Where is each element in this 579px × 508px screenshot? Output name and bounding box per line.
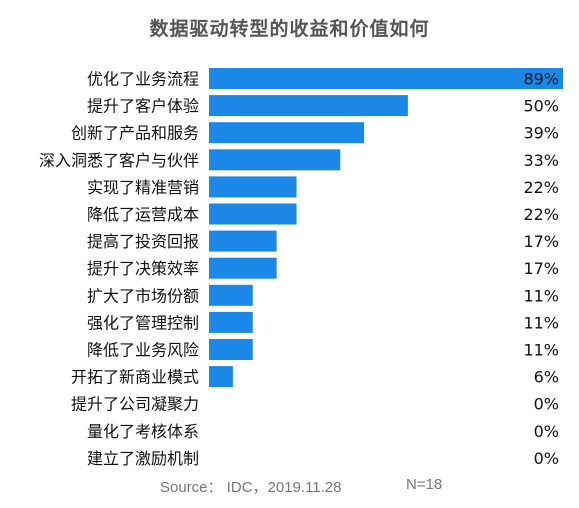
value-label: 11% [523,313,559,332]
value-label: 6% [534,368,559,387]
bar [209,68,563,89]
source-text: Source： IDC，2019.11.28 [160,479,342,496]
bar [209,230,277,252]
category-label: 量化了考核体系 [87,422,199,441]
value-label: 0% [534,422,559,441]
bar [209,95,408,117]
category-label: 降低了运营成本 [87,205,199,224]
category-label: 扩大了市场份额 [87,286,199,305]
value-label: 33% [523,151,559,170]
value-label: 17% [523,259,559,278]
bar [209,149,341,171]
value-label: 0% [534,395,559,414]
category-label: 提高了投资回报 [87,232,199,251]
value-label: 89% [523,70,559,89]
category-label: 强化了管理控制 [87,313,199,332]
category-label: 提升了公司凝聚力 [71,395,199,414]
category-label: 创新了产品和服务 [71,124,199,143]
bar [209,176,297,198]
value-labels: 89% 50% 39% 33% 22% 22% 17% 17% 11% 11% 11% 6% 0% 0% 0… [523,70,559,468]
value-label: 22% [523,205,559,224]
category-label: 建立了激励机制 [87,449,199,468]
bar [209,366,233,388]
bar [209,257,277,279]
bar [209,311,253,333]
category-label: 开拓了新商业模式 [71,368,199,387]
bar [209,122,365,144]
value-label: 50% [523,97,559,116]
category-label: 优化了业务流程 [87,70,199,89]
category-label: 降低了业务风险 [87,341,199,360]
category-label: 实现了精准营销 [87,178,199,197]
category-label: 提升了决策效率 [87,259,199,278]
value-label: 17% [523,232,559,251]
bar [209,284,253,306]
category-label: 深入洞悉了客户与伙伴 [39,151,199,170]
value-label: 39% [523,124,559,143]
category-label: 提升了客户体验 [87,97,199,116]
chart-title: 数据驱动转型的收益和价值如何 [149,18,430,40]
value-label: 0% [534,449,559,468]
bar [209,203,297,225]
value-label: 11% [523,341,559,360]
bar [209,339,253,360]
sample-size: N=18 [406,476,443,493]
value-label: 11% [523,286,559,305]
value-label: 22% [523,178,559,197]
category-labels: 优化了业务流程提升了客户体验创新了产品和服务深入洞悉了客户与伙伴实现了精准营销降… [39,70,199,468]
bars [209,68,563,388]
